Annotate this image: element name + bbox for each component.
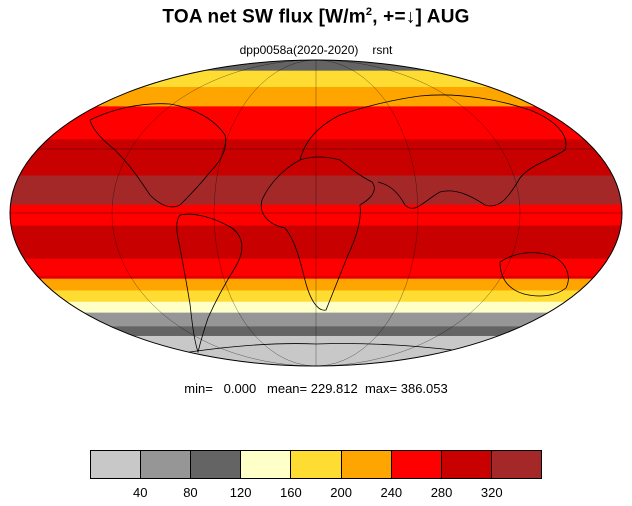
map-title: TOA net SW flux [W/m2, +=↓] AUG xyxy=(0,6,632,28)
graticule xyxy=(10,60,622,366)
colorbar-tick-label: 160 xyxy=(280,485,302,500)
mean-stat: mean= 229.812 xyxy=(267,381,358,396)
colorbar-tick-label: 240 xyxy=(380,485,403,500)
colorbar-swatch xyxy=(91,451,142,478)
variable-label: rsnt xyxy=(372,43,393,57)
colorbar xyxy=(90,450,542,479)
colorbar-swatch xyxy=(291,451,342,478)
colorbar-tick-label: 80 xyxy=(183,485,198,500)
meridian-ellipse-outer xyxy=(111,60,521,366)
title-text: TOA net SW flux [W/m xyxy=(162,6,366,28)
title-superscript: 2 xyxy=(365,6,373,18)
colorbar-labels: 40 80 120 160 200 240 280 320 xyxy=(90,485,542,501)
colorbar-swatch xyxy=(241,451,292,478)
colorbar-tick-label: 200 xyxy=(330,485,352,500)
colorbar-swatch xyxy=(491,451,541,478)
colorbar-swatch xyxy=(141,451,192,478)
colorbar-swatch xyxy=(341,451,392,478)
colorbar-tick-label: 120 xyxy=(229,485,252,500)
title-tail: , +=↓] AUG xyxy=(372,6,470,28)
meridian-ellipse-inner xyxy=(213,60,419,366)
colorbar-swatch xyxy=(191,451,242,478)
south-america-coastline xyxy=(176,213,243,354)
colorbar-swatch xyxy=(391,451,442,478)
experiment-label: dpp0058a(2020-2020) xyxy=(239,43,359,57)
africa-coastline xyxy=(260,156,375,311)
globe-outline xyxy=(9,59,623,367)
statistics-line: min= 0.000 mean= 229.812 max= 386.053 xyxy=(0,381,632,396)
europe-asia-coastline xyxy=(299,94,567,209)
world-map xyxy=(9,59,623,367)
colorbar-tick-label: 280 xyxy=(430,485,453,500)
north-america-coastline xyxy=(89,103,227,208)
colorbar-tick-label: 320 xyxy=(480,485,503,500)
australia-coastline xyxy=(499,252,569,297)
min-stat: min= 0.000 xyxy=(184,381,257,396)
colorbar-tick-label: 40 xyxy=(132,485,148,500)
max-stat: max= 386.053 xyxy=(364,381,448,396)
colorbar-swatch xyxy=(441,451,492,478)
map-subtitle: dpp0058a(2020-2020) rsnt xyxy=(0,43,632,57)
